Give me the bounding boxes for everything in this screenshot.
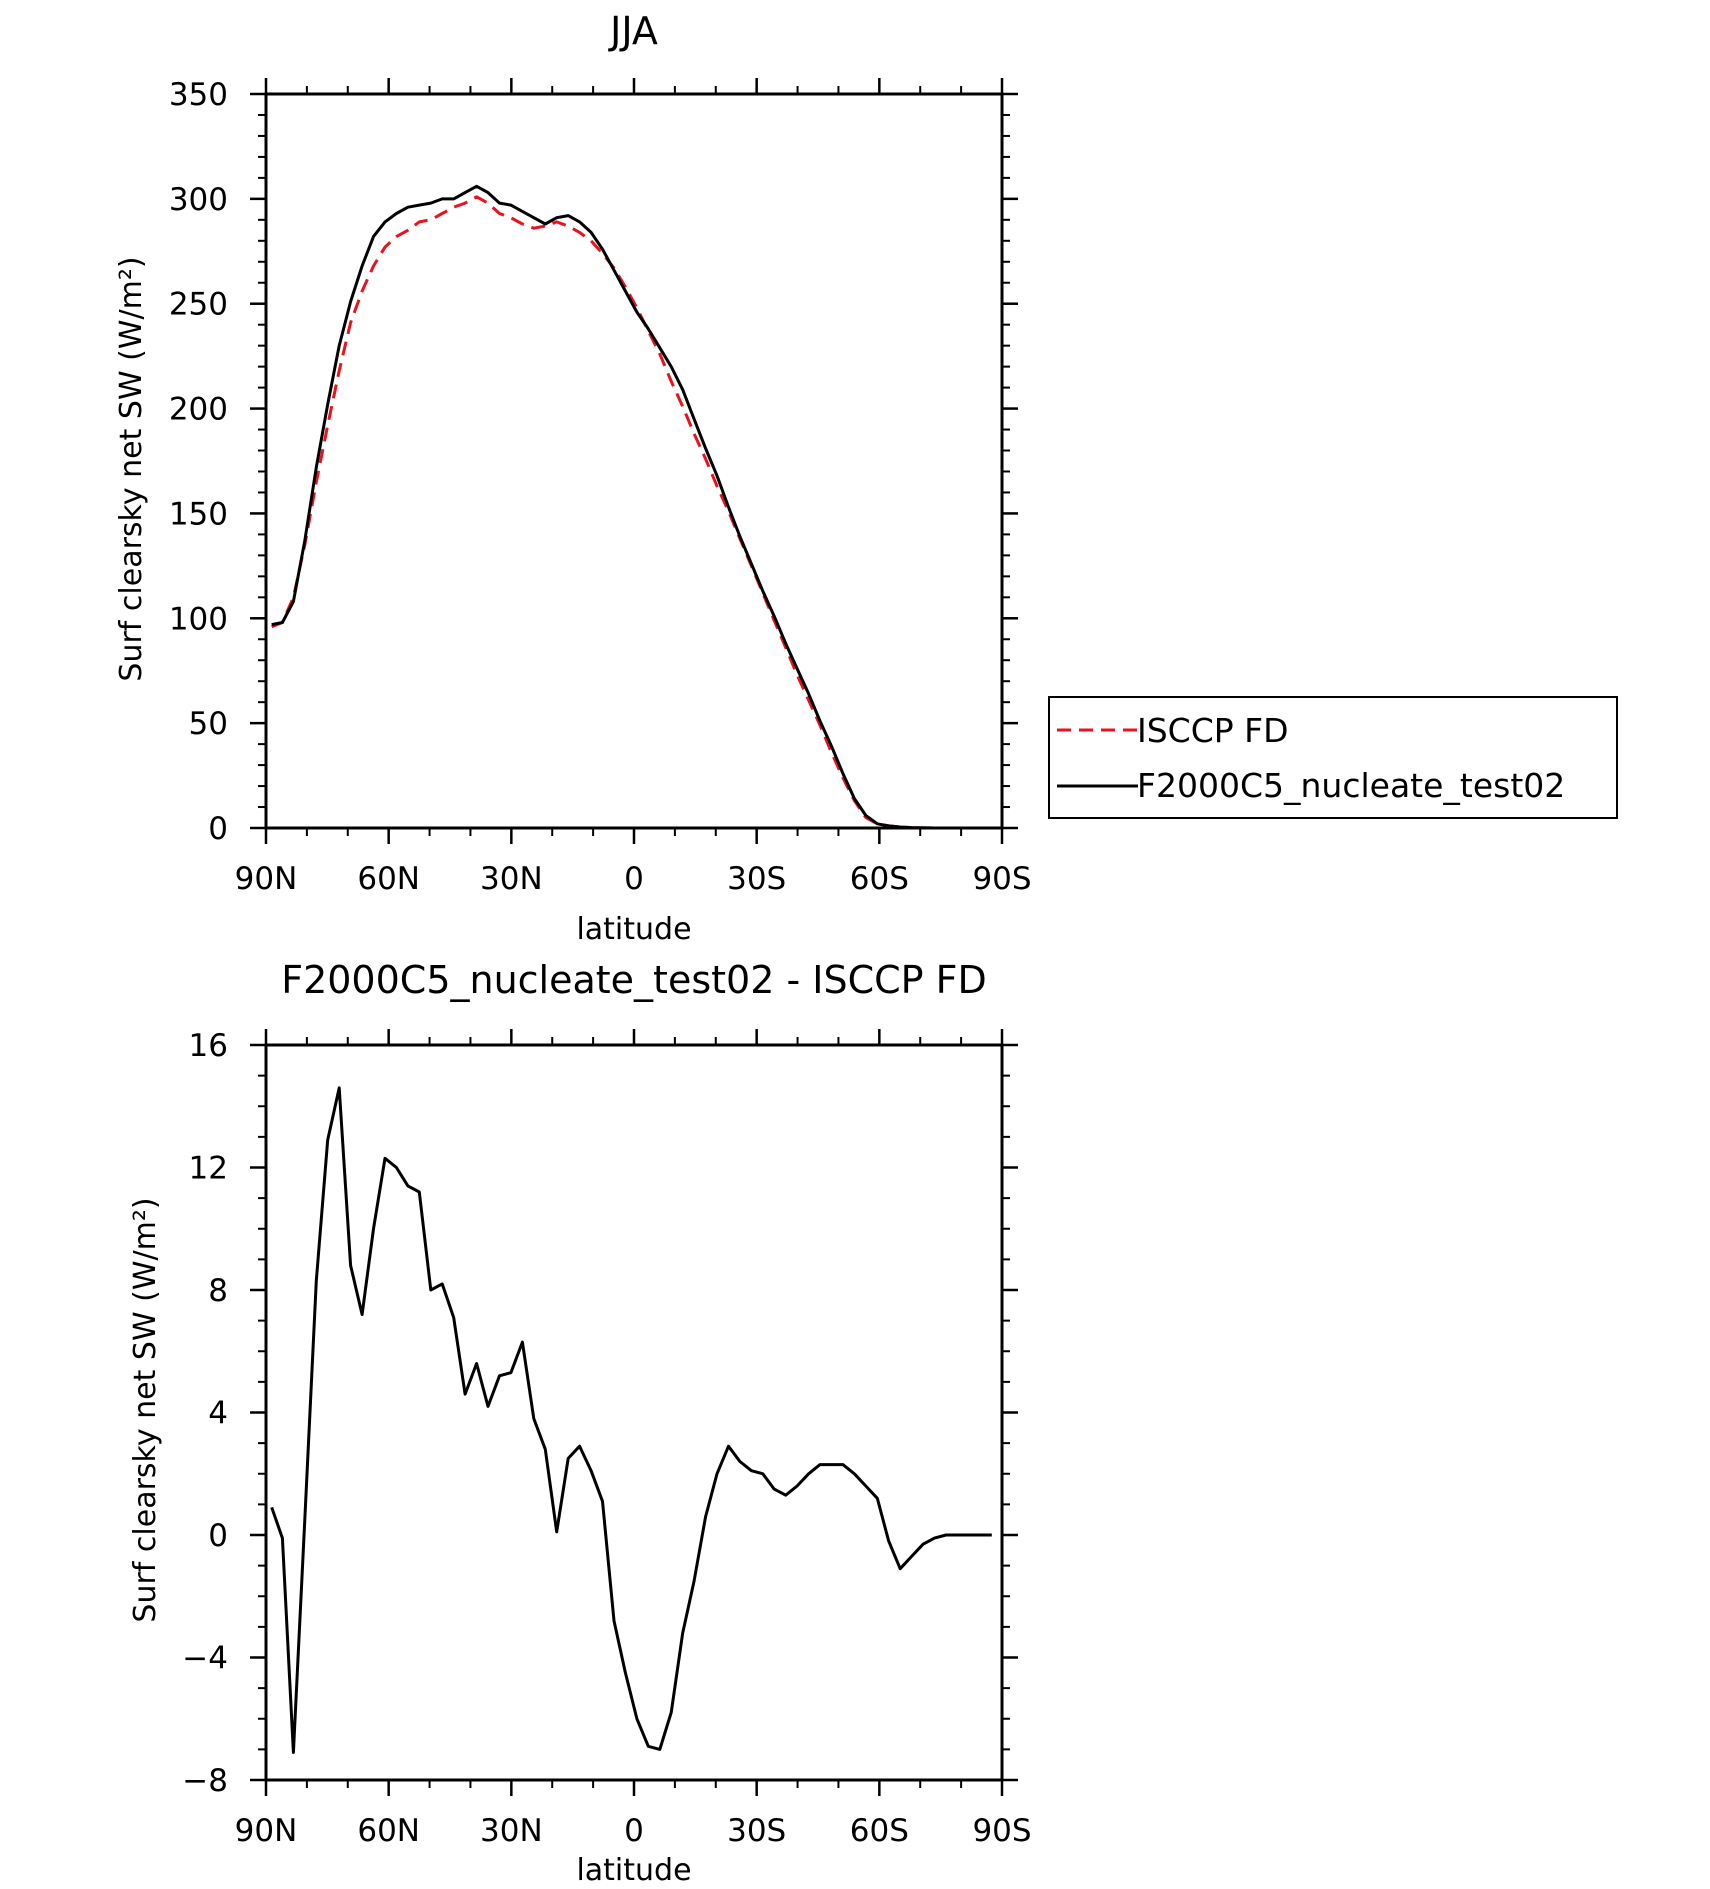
top-series-group: [271, 184, 992, 830]
bottom-chart-title: F2000C5_nucleate_test02 - ISCCP FD: [281, 958, 987, 1002]
bottom-y-tick-label: −8: [182, 1763, 228, 1799]
bottom-x-tick-label: 60S: [850, 1813, 909, 1849]
bottom-plot-frame: [264, 1043, 1004, 1782]
top-x-axis-label: latitude: [576, 912, 691, 947]
bottom-series-line-0: [270, 1086, 992, 1754]
top-y-tick-label: 350: [169, 77, 228, 113]
top-x-tick-label: 90S: [972, 861, 1031, 897]
bottom-series-group: [270, 1086, 992, 1754]
top-y-tick-label: 300: [169, 182, 228, 218]
bottom-x-tick-label: 90S: [972, 1813, 1031, 1849]
bottom-axis-ticks: 90N 60N 30N 0 30S 60S 90S −8 −4 0 4 8 12 16: [182, 1028, 1031, 1849]
top-chart: JJA latitude Surf clearsky net SW (W/m²)…: [114, 9, 1618, 947]
bottom-y-tick-label: 0: [208, 1518, 228, 1554]
bottom-y-tick-label: 16: [189, 1028, 228, 1064]
top-series-line-0: [271, 195, 992, 830]
top-x-tick-label: 90N: [235, 861, 298, 897]
bottom-x-tick-label: 60N: [357, 1813, 420, 1849]
top-x-tick-label: 60S: [850, 861, 909, 897]
top-axis-ticks: 90N 60N 30N 0 30S 60S 90S 0 50 100 150 200 250 300 350: [169, 77, 1032, 897]
legend: ISCCP FD F2000C5_nucleate_test02: [1048, 696, 1618, 819]
top-y-tick-label: 50: [189, 706, 228, 742]
top-x-tick-label: 30N: [480, 861, 543, 897]
legend-label-isccp-fd: ISCCP FD: [1137, 711, 1289, 750]
top-y-tick-label: 150: [169, 496, 228, 532]
bottom-x-tick-label: 0: [624, 1813, 644, 1849]
bottom-y-tick-label: 4: [208, 1396, 228, 1432]
top-chart-title: JJA: [608, 9, 658, 53]
top-x-tick-label: 0: [624, 861, 644, 897]
bottom-x-tick-label: 30S: [727, 1813, 786, 1849]
bottom-y-tick-label: 8: [208, 1273, 228, 1309]
legend-label-f2000c5: F2000C5_nucleate_test02: [1137, 766, 1565, 805]
top-x-tick-label: 30S: [727, 861, 786, 897]
top-y-tick-label: 0: [208, 811, 228, 847]
top-y-tick-label: 250: [169, 287, 228, 323]
bottom-y-tick-label: −4: [182, 1641, 228, 1677]
top-series-line-1: [271, 184, 992, 830]
bottom-y-tick-label: 12: [189, 1151, 228, 1187]
legend-box: [1048, 696, 1618, 819]
top-y-tick-label: 200: [169, 392, 228, 428]
top-y-tick-label: 100: [169, 601, 228, 637]
bottom-x-axis-label: latitude: [576, 1853, 691, 1888]
top-y-axis-label: Surf clearsky net SW (W/m²): [114, 256, 149, 681]
bottom-chart: F2000C5_nucleate_test02 - ISCCP FD latit…: [128, 958, 1032, 1888]
top-plot-frame: [264, 92, 1004, 830]
bottom-x-tick-label: 90N: [235, 1813, 298, 1849]
bottom-y-axis-label: Surf clearsky net SW (W/m²): [128, 1197, 163, 1622]
bottom-x-tick-label: 30N: [480, 1813, 543, 1849]
top-x-tick-label: 60N: [357, 861, 420, 897]
